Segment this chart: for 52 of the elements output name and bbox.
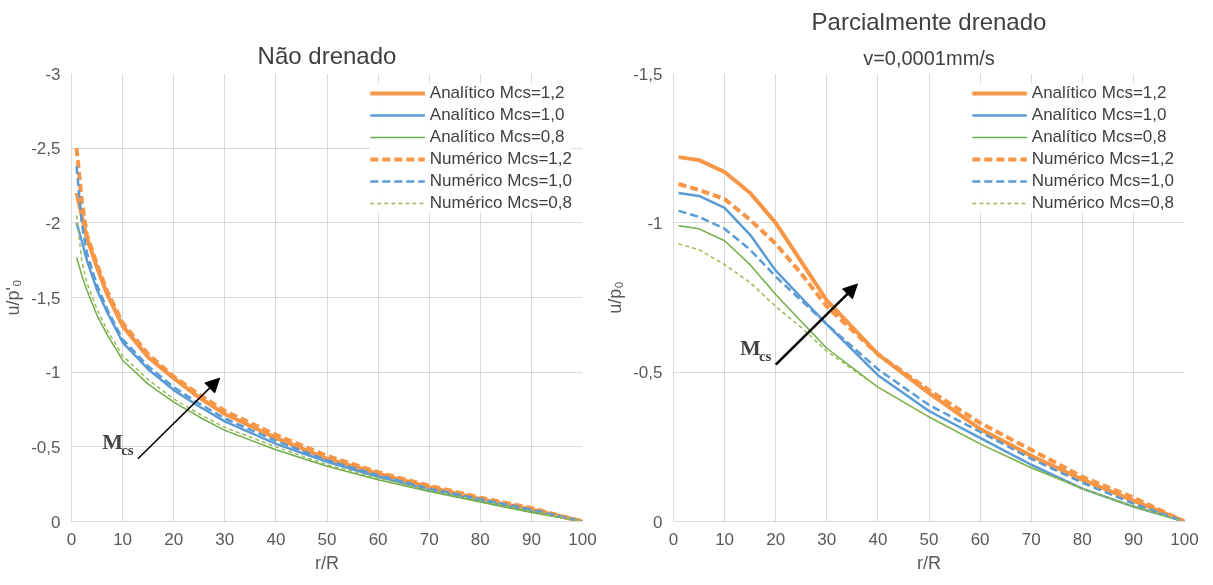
y-axis-title: u/p'₀ bbox=[3, 279, 24, 316]
x-tick-label: 90 bbox=[1123, 529, 1143, 549]
x-tick-label: 40 bbox=[266, 529, 286, 549]
legend-label: Numérico Mcs=1,0 bbox=[429, 171, 572, 191]
x-tick-label: 80 bbox=[470, 529, 490, 549]
x-axis-title: r/R bbox=[315, 552, 339, 573]
legend-label: Analítico Mcs=0,8 bbox=[1031, 127, 1167, 147]
legend-label: Numérico Mcs=1,0 bbox=[1031, 171, 1174, 191]
x-tick-label: 20 bbox=[766, 529, 786, 549]
legend-label: Analítico Mcs=1,0 bbox=[429, 105, 565, 125]
x-tick-label: 20 bbox=[164, 529, 184, 549]
y-tick-label: -3 bbox=[45, 64, 61, 84]
y-tick-label: -0,5 bbox=[633, 363, 663, 383]
y-tick-label: -1 bbox=[45, 363, 61, 383]
y-tick-label: -0,5 bbox=[31, 437, 61, 457]
x-tick-label: 10 bbox=[113, 529, 133, 549]
x-tick-label: 80 bbox=[1072, 529, 1092, 549]
x-tick-label: 30 bbox=[817, 529, 837, 549]
x-tick-label: 10 bbox=[715, 529, 735, 549]
legend-label: Numérico Mcs=0,8 bbox=[429, 193, 572, 213]
x-tick-label: 70 bbox=[1021, 529, 1041, 549]
legend-label: Numérico Mcs=1,2 bbox=[429, 149, 572, 169]
x-tick-label: 0 bbox=[668, 529, 679, 549]
x-tick-label: 30 bbox=[215, 529, 235, 549]
y-tick-label: 0 bbox=[653, 512, 663, 532]
x-tick-label: 100 bbox=[1170, 529, 1199, 549]
x-tick-label: 0 bbox=[66, 529, 77, 549]
x-tick-label: 40 bbox=[868, 529, 888, 549]
x-tick-label: 50 bbox=[317, 529, 337, 549]
legend-label: Numérico Mcs=1,2 bbox=[1031, 149, 1174, 169]
y-tick-label: -2,5 bbox=[31, 139, 61, 159]
y-tick-label: -1,5 bbox=[633, 64, 663, 84]
legend-label: Analítico Mcs=1,0 bbox=[1031, 105, 1167, 125]
chart-title: Parcialmente drenado bbox=[811, 7, 1047, 35]
y-tick-label: -1,5 bbox=[31, 288, 61, 308]
chart-subtitle: v=0,0001mm/s bbox=[863, 46, 995, 69]
x-tick-label: 60 bbox=[970, 529, 990, 549]
x-tick-label: 50 bbox=[919, 529, 939, 549]
y-tick-label: -1 bbox=[647, 213, 663, 233]
y-tick-label: -2 bbox=[45, 213, 61, 233]
legend-label: Analítico Mcs=1,2 bbox=[1031, 83, 1167, 103]
y-tick-label: 0 bbox=[51, 512, 61, 532]
chart-title: Não drenado bbox=[257, 41, 397, 69]
legend-label: Numérico Mcs=0,8 bbox=[1031, 193, 1174, 213]
legend-label: Analítico Mcs=0,8 bbox=[429, 127, 565, 147]
x-tick-label: 60 bbox=[368, 529, 388, 549]
legend-label: Analítico Mcs=1,2 bbox=[429, 83, 565, 103]
x-tick-label: 70 bbox=[419, 529, 439, 549]
y-axis-title: u/p₀ bbox=[605, 281, 626, 314]
x-tick-label: 100 bbox=[568, 529, 597, 549]
x-axis-title: r/R bbox=[917, 552, 941, 573]
x-tick-label: 90 bbox=[521, 529, 541, 549]
